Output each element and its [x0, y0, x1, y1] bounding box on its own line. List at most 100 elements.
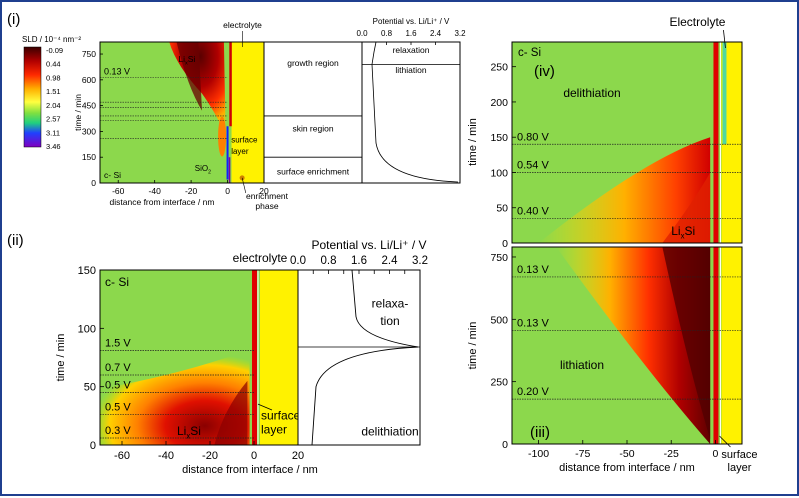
panel-ii-voltage-label: 0.7 V	[105, 362, 131, 374]
panel-ii-x-tick-label: 20	[292, 450, 304, 462]
panel-i-potential-tick-label: 3.2	[454, 29, 466, 38]
panel-i-lithiation-label: lithiation	[395, 65, 426, 75]
panel-i-potential-box	[361, 41, 461, 184]
colorbar-tick-label: 3.46	[46, 142, 61, 151]
panel-i-surface-enrichment-label: surface enrichment	[277, 166, 350, 176]
panel-ii-potential-tick-label: 0.8	[321, 255, 337, 267]
panel-ii-delithiation-label: delithiation	[361, 425, 418, 439]
panel-iii-lixsi-core	[662, 247, 711, 440]
panel-ii-surface-label: surface	[261, 408, 301, 422]
panel-i-x-tick-label: -60	[112, 186, 125, 196]
colorbar-tick-label: -0.09	[46, 46, 63, 55]
colorbar-scale	[23, 46, 42, 148]
panel-ii-electrolyte-label: electrolyte	[233, 251, 288, 265]
panel-iii-y-tick-label: 750	[490, 252, 508, 264]
panel-ii-potential-tick-label: 3.2	[412, 255, 428, 267]
colorbar-tick-label: 2.57	[46, 115, 61, 124]
panel-i-y-tick-label: 600	[82, 75, 96, 85]
panel-ii-potential-tick-label: 0.0	[290, 255, 306, 267]
panel-iii-electrolyte-region	[721, 247, 742, 444]
panel-label-i: (i)	[7, 11, 20, 28]
panel-ii-lixsi-region	[100, 349, 250, 445]
panel-iv-delithiation-label: delithiation	[563, 86, 620, 100]
panel-i-csi-label: c- Si	[104, 170, 121, 180]
panel-ii-ylabel: time / min	[55, 334, 67, 382]
colorbar-tick-label: 1.51	[46, 87, 61, 96]
colorbar-tick-label: 0.98	[46, 73, 61, 82]
panel-i-ylabel: time / min	[73, 94, 83, 131]
panel-iv-voltage-label: 0.54 V	[517, 159, 549, 171]
panel-ii-potential-title: Potential vs. Li/Li⁺ / V	[311, 238, 426, 252]
panel-ii-potential-curve	[311, 269, 419, 446]
panel-ii-electrolyte-region	[260, 270, 298, 445]
panel-i-potential-tick-label: 1.6	[405, 29, 417, 38]
panel-ii-x-tick-label: -60	[114, 450, 130, 462]
panel-ii-layer-label: layer	[261, 422, 287, 436]
colorbar-tick-label: 0.44	[46, 60, 61, 69]
panel-i-phase-label: phase	[255, 201, 278, 211]
panel-iv-y-tick-label: 50	[496, 203, 508, 215]
panel-iii-x-tick-label: -75	[575, 448, 590, 460]
panel-i-orange-spot	[218, 116, 227, 157]
panel-i-enrichment-pointer	[241, 177, 247, 194]
panel-ii-x-tick-label: -20	[202, 450, 218, 462]
panel-iv-voltage-label: 0.80 V	[517, 131, 549, 143]
panel-i-potential-tick-label: 0.0	[356, 29, 368, 38]
panel-iv-lixsi-region	[538, 137, 711, 243]
colorbar-tick-label: 3.11	[46, 128, 60, 137]
panel-iv-electrolyte-region	[721, 42, 742, 243]
panel-ii-x-tick-label: 0	[251, 450, 257, 462]
panel-iii-voltage-label: 0.13 V	[517, 264, 549, 276]
panel-iii-label: (iii)	[530, 424, 550, 441]
panel-iv-y-tick-label: 200	[490, 97, 508, 109]
panel-iv-y-tick-label: 250	[490, 62, 508, 74]
panel-iii-y-tick-label: 500	[490, 314, 508, 326]
panel-ii-surface-pointer	[257, 403, 273, 411]
panel-i-y-tick-label: 300	[82, 126, 96, 136]
panel-iii-voltage-label: 0.13 V	[517, 318, 549, 330]
panel-iii-x-tick-label: -25	[664, 448, 679, 460]
panel-ii-y-tick-label: 50	[84, 382, 96, 394]
panel-i-y-tick-label: 0	[91, 178, 96, 188]
panel-iv-y-tick-label: 0	[502, 238, 508, 250]
panel-i-x-tick-label: 0	[225, 186, 230, 196]
panel-iv-electrolyte-pointer	[723, 29, 726, 49]
panel-ii-voltage-label: 1.5 V	[105, 338, 131, 350]
panel-iii-y-tick-label: 0	[502, 439, 508, 451]
panel-i-growth-region-label: growth region	[287, 58, 339, 68]
panel-iv-lixsi-label: LixSi	[671, 224, 695, 241]
panel-i-y-tick-label: 450	[82, 101, 96, 111]
panel-iv-y-tick-label: 150	[490, 132, 508, 144]
panel-iii-x-tick-label: -50	[619, 448, 634, 460]
panel-i-xlabel: distance from interface / nm	[110, 197, 215, 207]
panel-ii-voltage-label: 0.3 V	[105, 425, 131, 437]
panel-iii-xlabel: distance from interface / nm	[559, 462, 695, 474]
panel-iii-voltage-label: 0.20 V	[517, 386, 549, 398]
panel-i-voltage-label: 0.13 V	[104, 66, 130, 76]
panel-iii-x-tick-label: 0	[713, 448, 719, 460]
panel-ii-x-tick-label: -40	[158, 450, 174, 462]
panel-i-surface-label: surface	[231, 136, 258, 145]
panel-i-electrolyte-label: electrolyte	[223, 20, 262, 30]
panel-iii-interface-red	[713, 247, 719, 444]
panel-iv-voltage-label: 0.40 V	[517, 205, 549, 217]
panel-i-enrichment-label: enrichment	[246, 191, 289, 201]
panel-iv-cyan-strip	[722, 42, 727, 145]
panel-ii-relaxation-label-1: relaxa-	[372, 296, 409, 310]
panel-iii-lixsi-region	[556, 247, 711, 444]
panel-iii-surface-label: surface	[721, 449, 757, 461]
panel-iv-ylabel: time / min	[467, 118, 479, 166]
panel-ii-y-tick-label: 100	[78, 323, 96, 335]
panel-i-potential-curve	[371, 41, 459, 183]
panel-iv-electrolyte-label: Electrolyte	[669, 15, 725, 29]
panel-ii-xlabel: distance from interface / nm	[182, 464, 318, 476]
panel-ii-csi-label: c- Si	[105, 275, 129, 289]
panel-i-layer-label: layer	[231, 147, 249, 156]
panel-ii-y-tick-label: 150	[78, 265, 96, 277]
panel-i-y-tick-label: 750	[82, 49, 96, 59]
panel-i-y-tick-label: 150	[82, 152, 96, 162]
panel-i-potential-title: Potential vs. Li/Li⁺ / V	[373, 17, 450, 26]
panel-i-x-tick-label: -40	[149, 186, 162, 196]
